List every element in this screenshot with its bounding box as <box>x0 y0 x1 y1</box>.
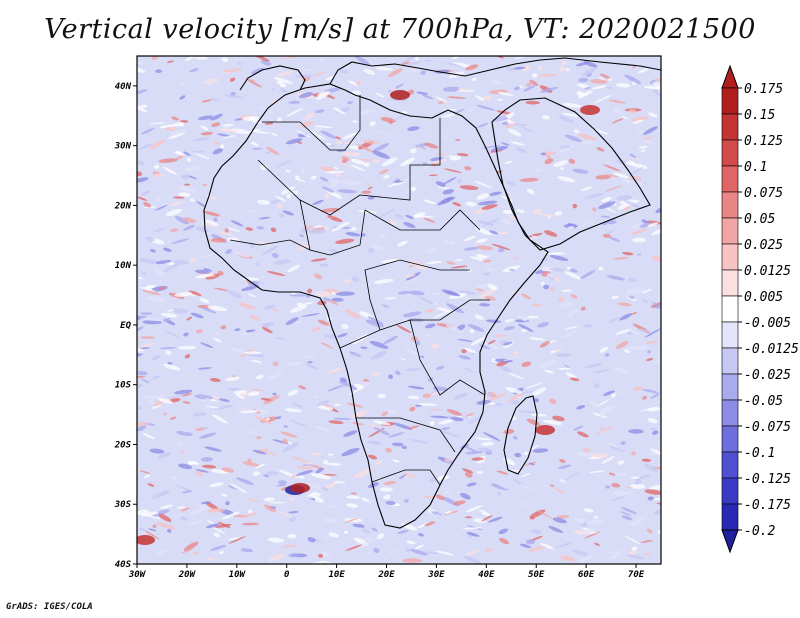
colorbar-segment <box>721 243 739 271</box>
colorbar: 0.175 0.15 0.125 0.1 0.075 0.05 0.025 0.0125 0.0… <box>721 64 799 554</box>
field-texture <box>137 56 661 564</box>
country-borders <box>229 95 490 486</box>
colorbar-label: 0.1 <box>744 160 767 175</box>
colorbar-label: -0.005 <box>744 316 791 331</box>
colorbar-max-arrow <box>721 64 739 89</box>
colorbar-label: -0.175 <box>744 498 791 513</box>
colorbar-segment <box>721 373 739 401</box>
colorbar-label: -0.0125 <box>744 342 799 357</box>
colorbar-segment <box>721 139 739 167</box>
madagascar-coastline <box>503 395 538 475</box>
colorbar-segment <box>721 477 739 505</box>
colorbar-segment <box>721 113 739 141</box>
lat-tick-label: 10S <box>115 381 132 391</box>
colorbar-label: 0.075 <box>744 186 783 201</box>
latitude-axis: 40N 30N 20N 10N EQ 10S 20S 30S 40S <box>114 82 137 570</box>
lon-tick-label: 20E <box>377 570 395 580</box>
plot-frame <box>136 55 662 565</box>
lon-tick-label: 10E <box>328 570 345 580</box>
colorbar-segment <box>721 451 739 479</box>
colorbar-label: -0.2 <box>744 524 775 539</box>
lon-tick-label: 10W <box>229 570 247 580</box>
colorbar-segment <box>721 321 739 349</box>
colorbar-segment <box>721 503 739 531</box>
colorbar-label: -0.1 <box>744 446 775 461</box>
lat-tick-label: 30S <box>114 500 132 510</box>
lon-tick-label: 20W <box>178 570 197 580</box>
colorbar-label: 0.05 <box>744 212 775 227</box>
lon-tick-label: 70E <box>628 570 645 580</box>
colorbar-label: -0.025 <box>744 368 791 383</box>
colorbar-label: -0.125 <box>744 472 791 487</box>
africa-coastline <box>203 83 549 529</box>
colorbar-segment <box>721 425 739 453</box>
longitude-axis: 30W 20W 10W 0 10E 20E 30E 40E 50E 60E 70E <box>128 564 645 580</box>
lat-tick-label: 20N <box>114 201 132 211</box>
lon-tick-label: 40E <box>478 570 495 580</box>
colorbar-label: 0.15 <box>744 108 775 123</box>
colorbar-min-arrow <box>721 529 739 554</box>
colorbar-segment <box>721 191 739 219</box>
lon-tick-label: 50E <box>528 570 545 580</box>
lat-tick-label: 40S <box>115 560 132 570</box>
colorbar-segment <box>721 269 739 297</box>
vertical-velocity-field <box>137 56 661 564</box>
colorbar-label: -0.075 <box>744 420 791 435</box>
lat-tick-label: 10N <box>115 261 132 271</box>
colorbar-label: 0.0125 <box>744 264 791 279</box>
arabia-coastline <box>491 97 651 251</box>
colorbar-segment <box>721 165 739 193</box>
colorbar-segment <box>721 399 739 427</box>
lat-tick-label: 20S <box>114 440 132 450</box>
colorbar-segment <box>721 295 739 323</box>
europe-coastline <box>329 57 661 85</box>
colorbar-label: -0.05 <box>744 394 783 409</box>
colorbar-label: 0.125 <box>744 134 783 149</box>
colorbar-segment <box>721 87 739 115</box>
lon-tick-label: 60E <box>578 570 595 580</box>
colorbar-segment <box>721 347 739 375</box>
lon-tick-label: 30E <box>427 570 445 580</box>
colorbar-label: 0.025 <box>744 238 783 253</box>
lat-tick-label: 30N <box>114 142 132 152</box>
colorbar-segment <box>721 217 739 245</box>
lat-tick-label: 40N <box>115 82 132 92</box>
plot-title: Vertical velocity [m/s] at 700hPa, VT: 2… <box>44 14 756 45</box>
iberia-coastline <box>239 65 306 91</box>
lat-tick-label: EQ <box>120 321 131 331</box>
lon-tick-label: 30W <box>128 570 147 580</box>
lon-tick-label: 0 <box>284 570 290 580</box>
credit-label: GrADS: IGES/COLA <box>6 602 93 612</box>
colorbar-label: 0.175 <box>744 82 783 97</box>
coastlines <box>203 57 661 529</box>
colorbar-label: 0.005 <box>744 290 783 305</box>
